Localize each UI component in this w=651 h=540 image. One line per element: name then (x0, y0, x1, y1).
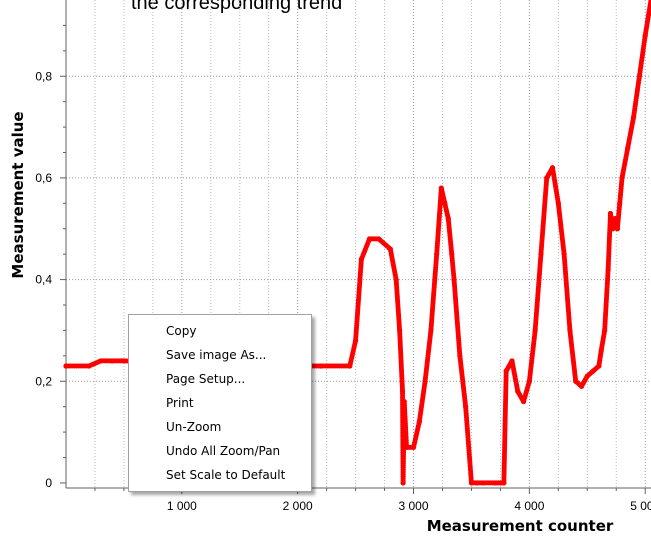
menu-item-save-image-as[interactable]: Save image As... (166, 348, 267, 362)
x-tick-label: 2 000 (283, 499, 313, 513)
data-point (422, 378, 428, 384)
data-point (121, 358, 127, 364)
data-point (353, 337, 359, 344)
grid (66, 0, 651, 488)
data-point (602, 327, 608, 334)
data-point (648, 0, 651, 3)
data-point (538, 251, 544, 257)
data-point (410, 444, 417, 450)
data-point (636, 73, 643, 79)
data-point (549, 165, 556, 171)
data-point (501, 480, 507, 486)
x-tick-label: 1 000 (167, 499, 197, 513)
data-point (612, 215, 618, 222)
data-point (598, 348, 604, 354)
data-point (625, 144, 631, 151)
data-point (86, 363, 92, 369)
data-point (610, 226, 616, 232)
data-point (397, 327, 403, 334)
data-point (463, 404, 469, 410)
data-point (642, 32, 648, 39)
data-point (387, 246, 393, 252)
data-point (596, 363, 602, 369)
data-point (434, 251, 440, 257)
menu-item-set-scale-to-default[interactable]: Set Scale to Default (166, 468, 286, 482)
data-series (63, 0, 651, 486)
tick-labels: 0 0,2 0,4 0,6 0,8 1 000 2 000 3 000 4 000 5 000 (35, 69, 651, 513)
menu-item-print[interactable]: Print (166, 396, 194, 410)
data-point (619, 175, 625, 181)
menu-item-undo-all-zoom-pan[interactable]: Undo All Zoom/Pan (166, 444, 281, 458)
data-point (366, 236, 373, 242)
data-point (393, 276, 399, 283)
data-point (109, 358, 115, 364)
data-point (614, 226, 621, 232)
x-tick-label: 3 000 (399, 499, 429, 513)
data-point (492, 480, 498, 486)
data-point (532, 327, 538, 334)
data-point (573, 378, 579, 384)
data-point (515, 388, 521, 395)
data-point (617, 200, 623, 206)
data-point (526, 378, 532, 384)
data-point (403, 444, 410, 450)
data-point (445, 215, 451, 222)
data-point (631, 114, 637, 120)
data-point (584, 373, 590, 379)
data-point (480, 480, 486, 486)
data-point (401, 398, 407, 405)
data-point (457, 353, 463, 359)
data-point (98, 358, 104, 364)
data-point (63, 363, 69, 369)
data-point (416, 419, 422, 425)
x-tick-label: 4 000 (514, 499, 544, 513)
data-point (399, 388, 406, 395)
data-point (449, 251, 455, 257)
y-tick-label: 0,6 (35, 171, 52, 185)
data-point (438, 185, 444, 191)
menu-item-copy[interactable]: Copy (166, 324, 197, 338)
context-menu: Copy Save image As... Page Setup... Print Un… (128, 314, 312, 492)
x-tick-label: 5 000 (630, 499, 651, 513)
data-point (358, 256, 364, 262)
data-point (607, 210, 614, 217)
data-point (347, 363, 353, 369)
data-point (605, 266, 611, 273)
data-point (451, 276, 457, 283)
data-point (590, 368, 596, 374)
data-point (561, 251, 567, 257)
y-tick-label: 0,2 (35, 374, 52, 388)
menu-item-un-zoom[interactable]: Un-Zoom (166, 420, 222, 434)
y-tick-label: 0,8 (35, 69, 52, 83)
x-axis-title: Measurement counter (427, 517, 614, 535)
data-point (428, 327, 434, 334)
data-point (567, 327, 573, 334)
data-point (555, 200, 561, 206)
data-point (442, 200, 448, 206)
data-point (318, 363, 324, 369)
data-point (544, 175, 550, 181)
data-point (520, 398, 527, 405)
data-point (509, 358, 515, 364)
data-point (400, 480, 406, 486)
data-point (376, 236, 382, 242)
data-point (503, 368, 509, 374)
y-tick-label: 0,4 (35, 273, 52, 287)
data-point (474, 480, 480, 486)
data-point (468, 480, 475, 486)
y-axis-title: Measurement value (9, 111, 27, 278)
data-point (578, 383, 585, 389)
header-text: the corresponding trend (131, 0, 342, 14)
y-tick-label: 0 (45, 476, 52, 490)
menu-item-page-setup[interactable]: Page Setup... (166, 372, 246, 386)
